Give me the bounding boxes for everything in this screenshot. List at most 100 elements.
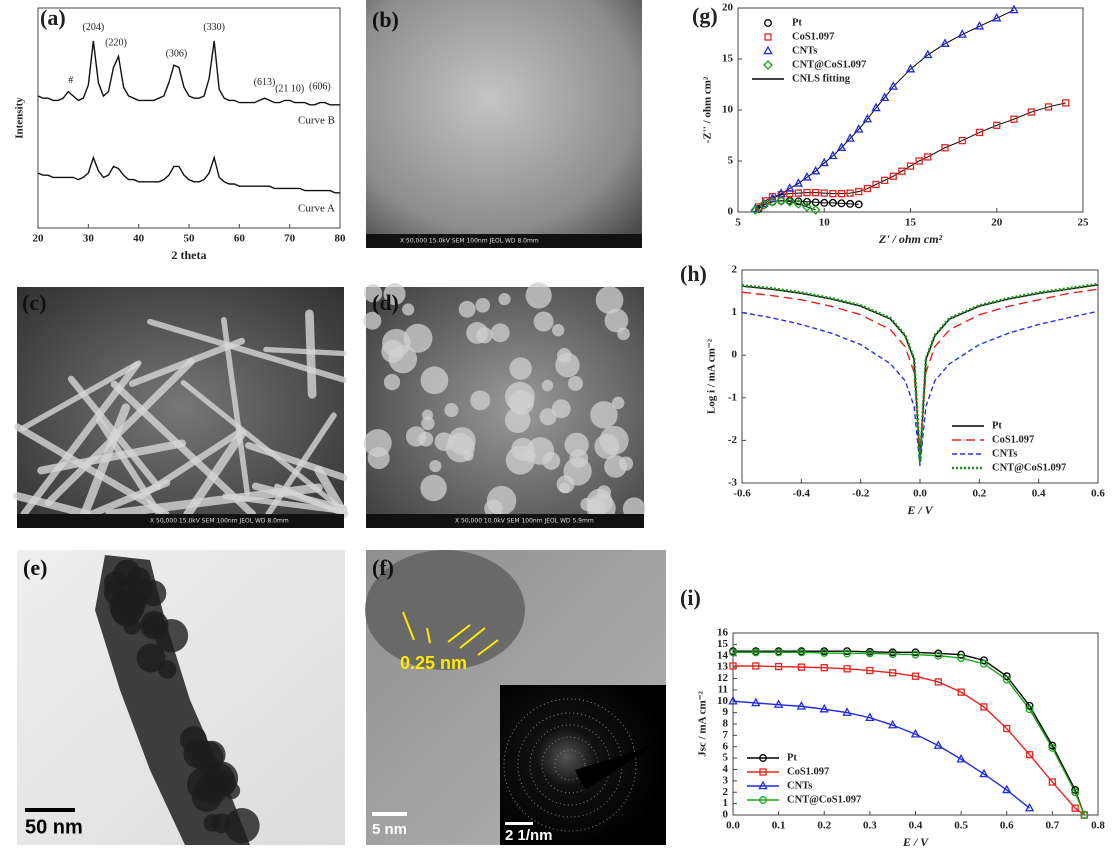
y-tick-label: 1 — [723, 797, 729, 809]
x-tick-label: 10 — [819, 217, 831, 229]
grain — [466, 322, 488, 344]
plot-frame — [38, 8, 340, 228]
x-axis-title: 2 theta — [172, 248, 207, 262]
grain — [384, 374, 400, 390]
grain — [418, 432, 433, 447]
grain — [487, 486, 517, 516]
y-tick-label: 14 — [717, 649, 729, 661]
grain — [568, 376, 583, 391]
legend-label: Pt — [792, 17, 802, 28]
y-tick-label: 0 — [732, 349, 738, 361]
legend-label: CNLS fitting — [792, 73, 851, 84]
scale-text: 50 nm — [25, 816, 83, 838]
x-tick-label: 60 — [234, 233, 246, 245]
sem-info: X 50,000 10.0kV SEM 100nm JEOL WD 5.9mm — [455, 518, 594, 525]
panel-label: (f) — [372, 555, 394, 580]
scale-text: 5 nm — [372, 821, 407, 838]
panel-label: (g) — [692, 3, 718, 28]
y-tick-label: 8 — [723, 718, 729, 730]
grain — [446, 433, 475, 462]
peak-label: (21 10) — [275, 84, 304, 95]
grain — [421, 417, 434, 430]
y-tick-label: 7 — [723, 729, 729, 741]
grain — [552, 324, 564, 336]
grain — [523, 449, 536, 462]
image-d: X 50,000 10.0kV SEM 100nm JEOL WD 5.9mm … — [363, 282, 645, 528]
fit-line — [759, 103, 1066, 207]
y-tick-label: 12 — [717, 672, 729, 684]
legend-marker — [764, 47, 771, 54]
particle — [224, 808, 259, 843]
peak-label: (204) — [83, 22, 105, 33]
marker — [941, 40, 948, 47]
peak-label: (220) — [105, 37, 127, 48]
series-line — [733, 652, 1084, 815]
x-tick-label: 25 — [1078, 217, 1090, 229]
sem-image — [366, 0, 642, 248]
x-tick-label: 0.6 — [1000, 820, 1014, 832]
x-tick-label: 0.0 — [913, 488, 927, 500]
y-tick-label: 20 — [722, 2, 734, 14]
x-tick-label: -0.2 — [852, 488, 870, 500]
saed-inset — [500, 685, 666, 845]
panel-label: (h) — [680, 261, 707, 286]
grain — [542, 380, 554, 392]
x-tick-label: -0.6 — [733, 488, 751, 500]
legend-label: CoS1.097 — [792, 31, 834, 42]
y-tick-label: 5 — [723, 752, 729, 764]
curve-label: Curve B — [298, 114, 335, 126]
x-tick-label: 5 — [735, 217, 741, 229]
grain — [590, 401, 617, 428]
x-tick-label: 40 — [133, 233, 145, 245]
x-tick-label: 0.1 — [772, 820, 786, 832]
y-axis-title: Jsc / mA cm⁻² — [697, 690, 709, 756]
marker — [959, 31, 966, 38]
series-line — [38, 158, 340, 193]
grain — [402, 303, 414, 315]
legend-marker — [765, 20, 772, 27]
x-axis-title: E / V — [902, 835, 929, 849]
series-line — [733, 701, 1030, 808]
y-tick-label: 10 — [722, 104, 734, 116]
image-b: X 50,000 15.0kV SEM 100nm JEOL WD 8.0mm … — [366, 0, 642, 248]
particle — [104, 571, 127, 594]
peak-label: (330) — [203, 22, 225, 33]
grain — [444, 403, 458, 417]
x-axis-title: Z' / ohm cm² — [878, 232, 943, 246]
marker — [778, 190, 785, 197]
marker — [821, 159, 828, 166]
x-tick-label: 20 — [33, 233, 45, 245]
grain — [475, 298, 490, 313]
panel-label: (e) — [23, 555, 47, 580]
legend-label: CNTs — [992, 448, 1017, 459]
y-axis-title: -Z'' / ohm cm² — [702, 76, 714, 143]
x-tick-label: 30 — [83, 233, 95, 245]
x-tick-label: 0.2 — [972, 488, 986, 500]
legend-label: CNT@CoS1.097 — [787, 794, 861, 805]
particle — [180, 726, 207, 753]
particle — [223, 782, 240, 799]
grain — [505, 407, 531, 433]
panel-label: (b) — [372, 7, 399, 32]
y-tick-label: 4 — [723, 763, 729, 775]
peak-label: (606) — [309, 81, 331, 92]
marker — [1010, 6, 1017, 13]
grain — [429, 460, 441, 472]
x-tick-label: 0.2 — [817, 820, 831, 832]
legend-label: CNTs — [787, 780, 812, 791]
grain — [404, 324, 433, 353]
y-tick-label: 13 — [717, 661, 729, 673]
particle — [137, 644, 166, 673]
sem-info: X 50,000 15.0kV SEM 100nm JEOL WD 8.0mm — [400, 238, 539, 245]
grain — [420, 475, 446, 501]
grain — [459, 301, 476, 318]
scale-bar — [25, 808, 75, 812]
marker — [993, 14, 1000, 21]
y-tick-label: 15 — [722, 53, 734, 65]
marker — [976, 22, 983, 29]
image-f: 0.25 nm 5 nm 2 1/nm (f) — [365, 550, 666, 845]
scale-bar — [372, 812, 407, 816]
peak-label: (306) — [166, 48, 188, 59]
panel-label: (a) — [40, 5, 66, 30]
y-tick-label: 9 — [723, 706, 729, 718]
